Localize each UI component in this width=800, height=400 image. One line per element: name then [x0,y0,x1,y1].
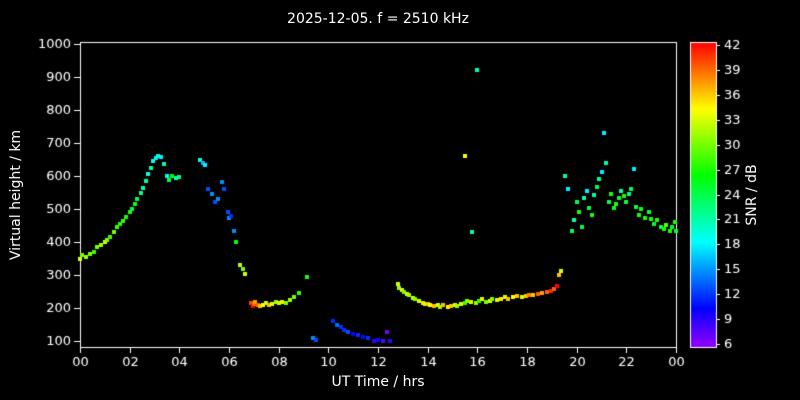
colorbar-label: SNR / dB [744,164,760,226]
y-axis-label: Virtual height / km [8,129,24,261]
chart-title: 2025-12-05. f = 2510 kHz [287,11,469,27]
x-axis-label: UT Time / hrs [331,374,425,390]
